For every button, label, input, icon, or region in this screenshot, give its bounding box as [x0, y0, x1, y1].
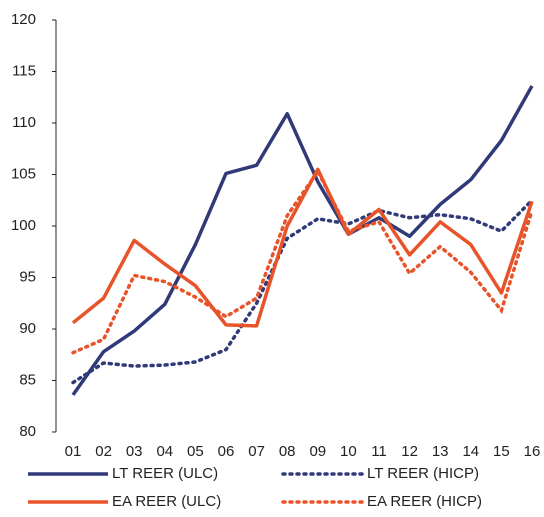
- x-tick-label: 05: [187, 443, 204, 460]
- x-tick-label: 13: [432, 443, 449, 460]
- x-tick-label: 12: [401, 443, 418, 460]
- x-tick-label: 11: [371, 443, 387, 460]
- y-tick-label: 105: [11, 165, 36, 182]
- series-line: [71, 167, 534, 328]
- series-line: [71, 168, 534, 355]
- x-tick-label: 09: [309, 443, 326, 460]
- x-tick-label: 03: [126, 443, 143, 460]
- series-line: [71, 85, 534, 396]
- x-tick-label: 07: [248, 443, 265, 460]
- y-tick-label: 100: [11, 217, 36, 234]
- x-tick-label: 14: [462, 443, 479, 460]
- legend-label: EA REER (HICP): [367, 493, 482, 510]
- legend-label: LT REER (HICP): [367, 465, 479, 482]
- x-tick-label: 16: [524, 443, 541, 460]
- y-tick-label: 80: [19, 423, 36, 440]
- y-tick-label: 110: [12, 114, 36, 131]
- x-tick-label: 04: [156, 443, 173, 460]
- x-tick-label: 02: [95, 443, 112, 460]
- y-tick-label: 90: [19, 320, 36, 337]
- y-tick-label: 115: [12, 62, 36, 79]
- x-tick-label: 08: [279, 443, 296, 460]
- y-tick-label: 95: [19, 268, 36, 285]
- series-line: [71, 198, 534, 385]
- legend-label: EA REER (ULC): [112, 493, 221, 510]
- x-tick-label: 01: [65, 443, 82, 460]
- y-tick-label: 85: [19, 371, 36, 388]
- x-tick-label: 15: [493, 443, 510, 460]
- legend-label: LT REER (ULC): [112, 465, 218, 482]
- x-tick-label: 06: [218, 443, 235, 460]
- y-tick-label: 120: [11, 11, 36, 28]
- x-tick-label: 10: [340, 443, 357, 460]
